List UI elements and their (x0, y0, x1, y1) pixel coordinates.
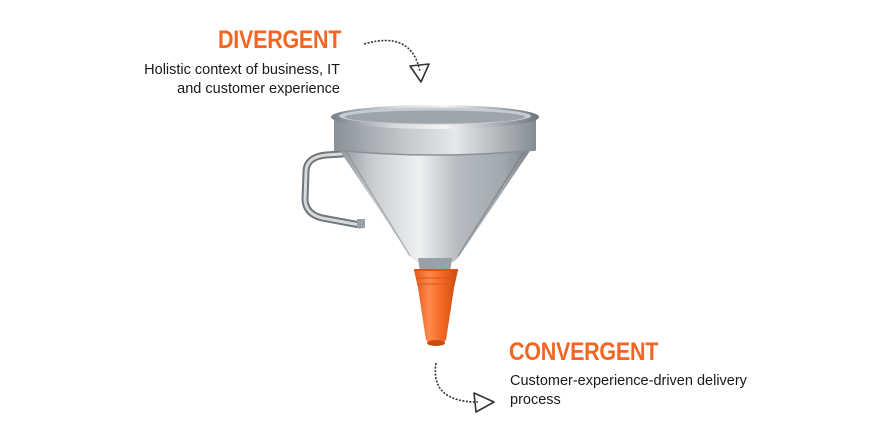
divergent-description-line: Holistic context of business, IT (144, 62, 340, 78)
curved-arrow-right-icon (434, 362, 495, 413)
funnel-spout (414, 270, 458, 345)
divergent-title: DIVERGENT (217, 26, 341, 54)
divergent-description: Holistic context of business, IT and cus… (144, 61, 340, 99)
divergent-description-line: and customer experience (177, 81, 340, 97)
funnel-cone (338, 148, 532, 267)
convergent-description: Customer-experience-driven delivery proc… (510, 372, 747, 410)
curved-arrow-down-icon (363, 39, 430, 83)
convergent-description-line: Customer-experience-driven delivery (510, 373, 747, 389)
convergent-description-line: process (510, 392, 561, 408)
convergent-title: CONVERGENT (509, 338, 659, 366)
